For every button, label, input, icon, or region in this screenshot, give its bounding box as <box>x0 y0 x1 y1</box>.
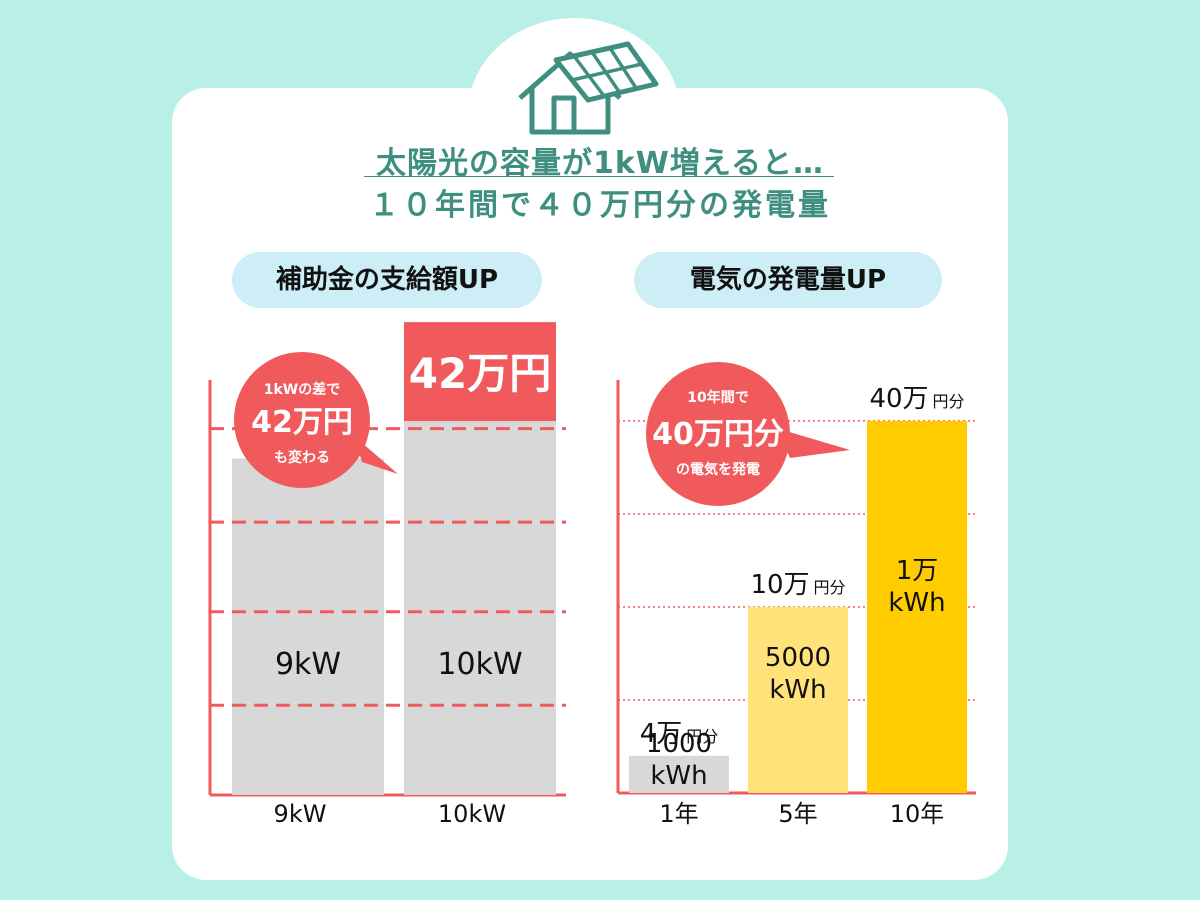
bar-top-label-main: 10万 <box>750 570 809 600</box>
headline-divider <box>364 176 834 177</box>
callout-line-3: の電気を発電 <box>676 461 760 478</box>
bar-top-label: 10万 円分 <box>750 570 845 600</box>
bar-top-label: 40万 円分 <box>869 384 964 414</box>
x-tick-label: 10年 <box>890 800 945 828</box>
bar-top-label-main: 4万 <box>640 719 683 749</box>
callout-line-2: 42万円 <box>251 405 353 440</box>
callout-pointer <box>776 428 850 458</box>
callout-line-2: 40万円分 <box>652 417 784 452</box>
bar-inner-label: 1万 <box>896 556 939 586</box>
bar-inner-label: 1000 <box>646 729 712 759</box>
callout-line-1: 10年間で <box>687 389 748 406</box>
bar-9kW <box>232 458 384 795</box>
callout-line-1: 1kWの差で <box>264 381 341 398</box>
bar-inner-unit: kWh <box>650 761 707 791</box>
x-tick-label: 9kW <box>274 800 327 828</box>
callout-line-3: も変わる <box>274 449 330 466</box>
bar-10年 <box>867 420 967 793</box>
bar-5年 <box>748 606 848 793</box>
house-with-solar-panels-icon <box>518 41 659 135</box>
bar-top-label-sub: 円分 <box>814 578 846 597</box>
callout-bubble <box>646 362 790 506</box>
bar-top-label-sub: 円分 <box>686 727 718 746</box>
callout-bubble <box>234 352 370 488</box>
bar-inner-unit: kWh <box>888 588 945 618</box>
difference-highlight-block <box>404 322 556 422</box>
bar-top-label-main: 40万 <box>869 384 928 414</box>
x-tick-label: 1年 <box>659 800 698 828</box>
bar-inner-unit: kWh <box>769 675 826 705</box>
bar-10kW <box>404 421 556 795</box>
bar-inner-label: 5000 <box>765 643 831 673</box>
subsidy-chart-title: 補助金の支給額UP <box>232 252 542 308</box>
bar-top-label-sub: 円分 <box>933 392 965 411</box>
power-chart-title: 電気の発電量UP <box>634 252 942 308</box>
headline-line-2: １０年間で４０万円分の発電量 <box>369 188 831 223</box>
bar-inner-label: 10kW <box>437 647 522 682</box>
bar-top-label: 4万 円分 <box>640 719 719 749</box>
bar-1年 <box>629 755 729 793</box>
headline-line-1: 太陽光の容量が1kW増えると… <box>375 146 825 181</box>
difference-highlight-label: 42万円 <box>409 349 551 398</box>
x-tick-label: 10kW <box>438 800 506 828</box>
bar-inner-label: 9kW <box>275 647 341 682</box>
x-tick-label: 5年 <box>778 800 817 828</box>
